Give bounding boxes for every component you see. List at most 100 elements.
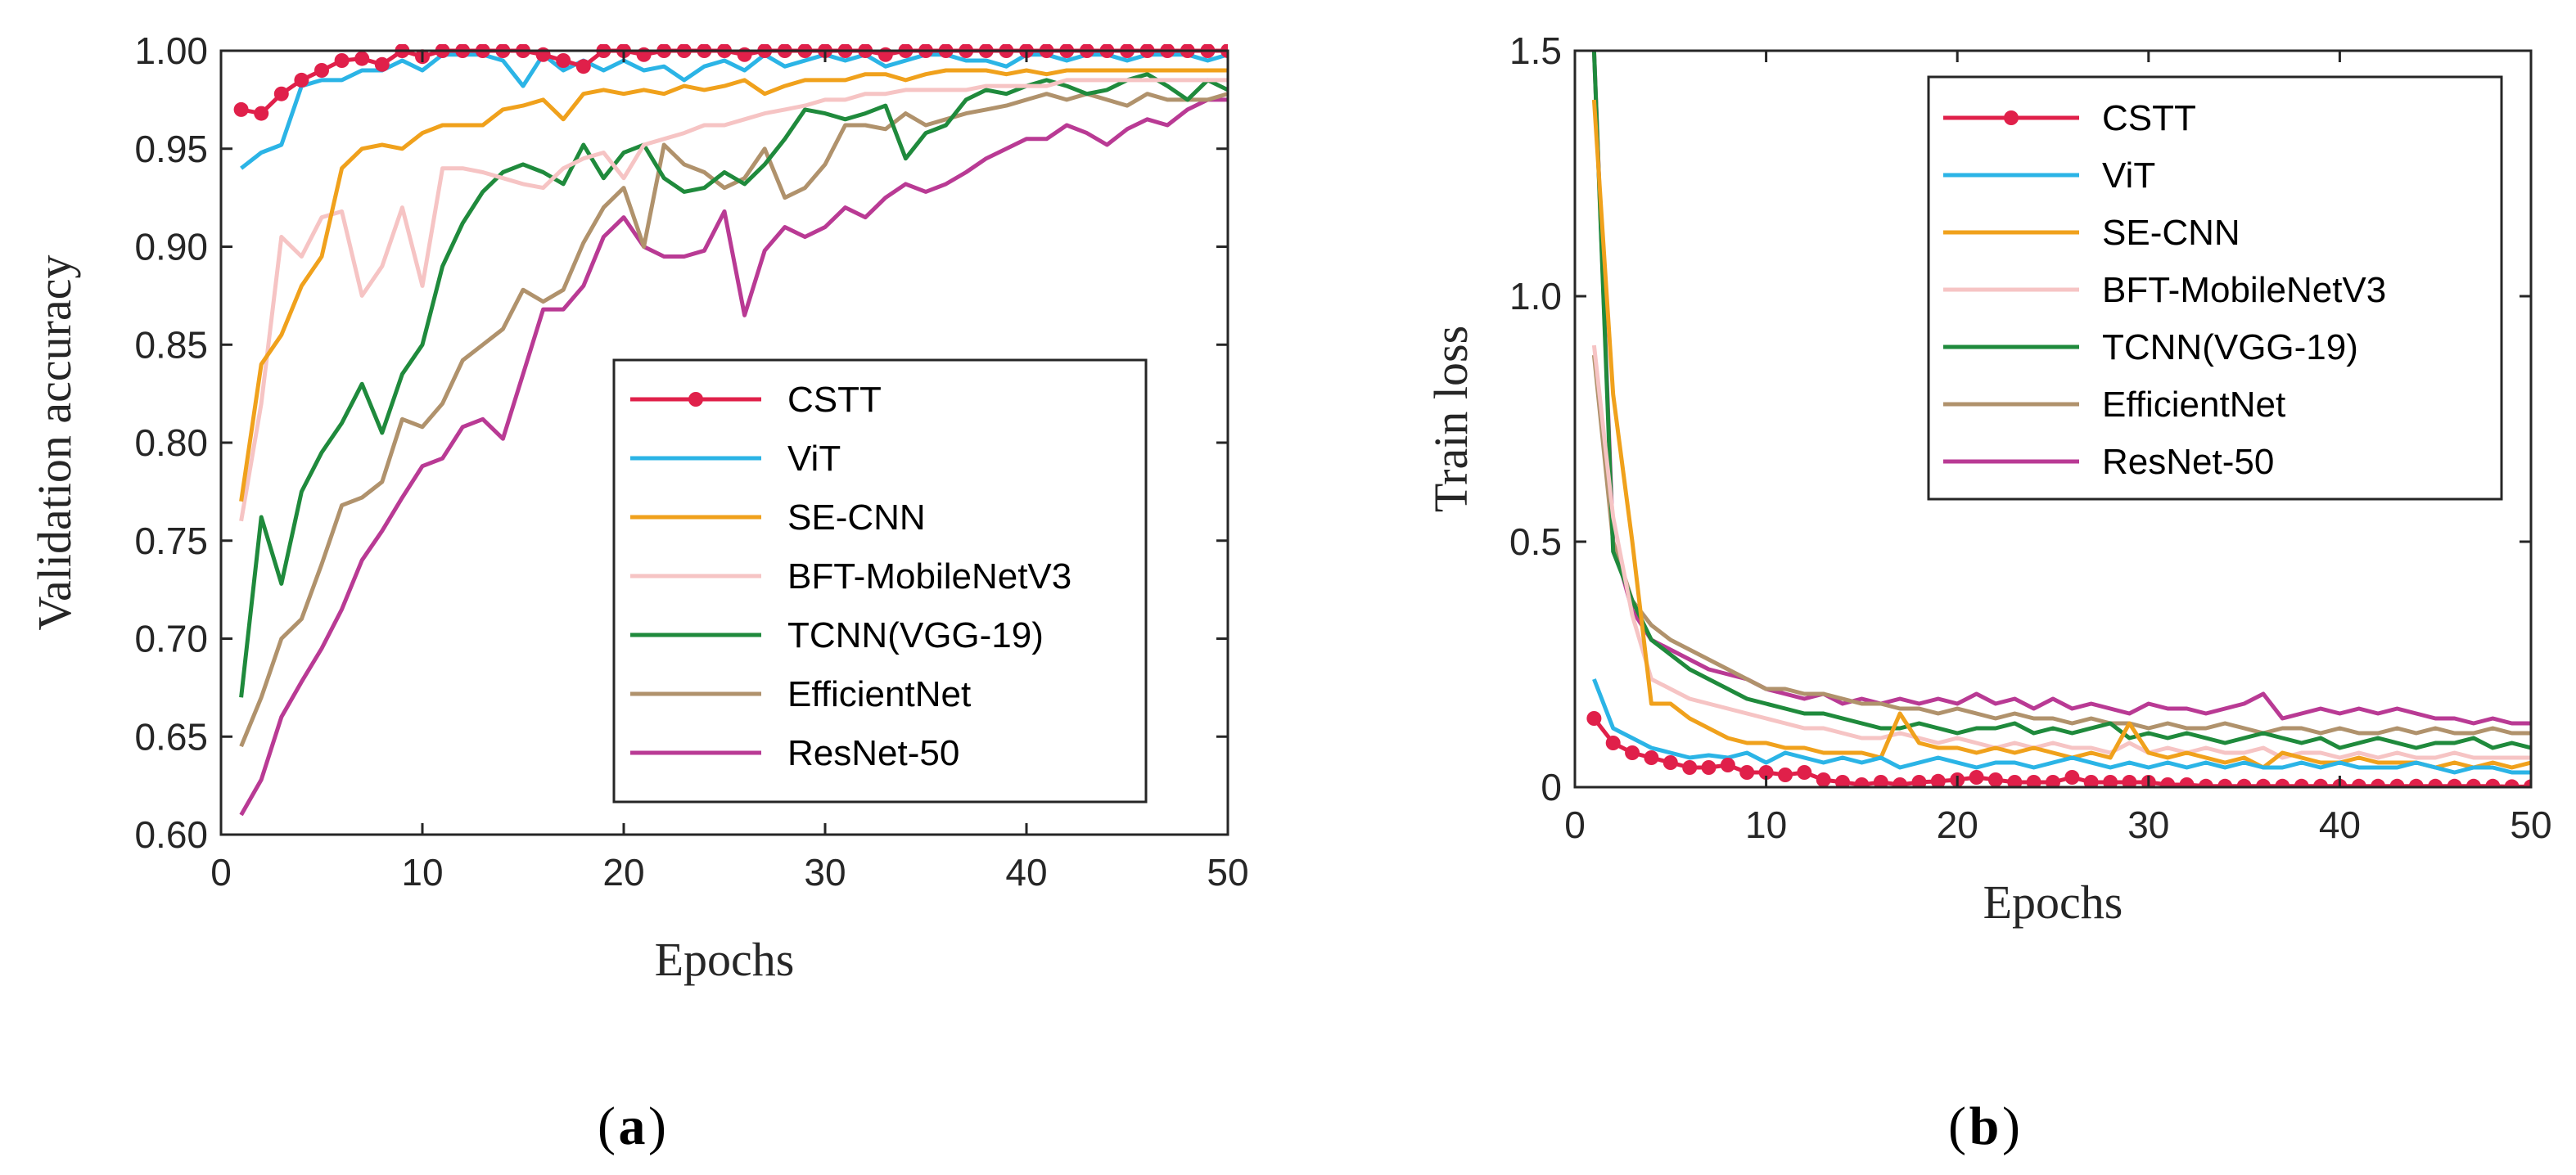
panel-b-point-cstt [2351,778,2366,787]
panel-a-point-cstt [575,59,591,74]
panel-b-point-cstt [1930,773,1946,787]
panel-a-point-cstt [294,72,309,88]
panel-a-y-tick-label: 0.75 [134,520,208,562]
panel-b-line-efficientnet [1591,354,2531,736]
panel-a-legend-label: ViT [787,439,841,479]
panel-a-point-cstt [374,56,390,72]
panel-b-point-cstt [1969,770,1984,785]
panel-a-y-tick-label: 0.95 [134,128,208,170]
panel-b-point-cstt [1720,758,1735,772]
panel-b-point-cstt [1625,745,1640,760]
panel-b-point-cstt [2160,777,2176,787]
panel-a-legend-label: EfficientNet [787,674,971,714]
panel-b-point-cstt [2217,778,2233,787]
panel-b-legend-label: BFT-MobileNetV3 [2102,270,2386,310]
svg-text:(: ( [1948,1096,1966,1156]
panel-b-point-cstt [2083,775,2099,787]
panel-b-point-cstt [1586,711,1602,726]
panel-b-x-tick-label: 10 [1745,804,1787,846]
panel-b-x-axis-label: Epochs [1983,876,2123,929]
panel-a-legend-label: CSTT [787,380,882,420]
panel-b-legend-item-se-cnn: SE-CNN [1943,213,2240,253]
panel-b-point-cstt [1854,777,1870,787]
panel-b-series-group [1586,50,2531,787]
panel-a-x-tick-label: 30 [804,851,846,894]
panel-b-point-cstt [2103,775,2118,787]
panel-b-point-cstt [1701,760,1717,775]
panel-b-legend-item-efficientnet: EfficientNet [1943,385,2285,425]
panel-b-plot-frame [1573,49,2533,789]
panel-b-legend: CSTT ViT SE-CNN BFT-MobileNetV3 TCNN(VGG-19)… [1927,75,2503,501]
panel-b-axis-ticks: 0 10 20 30 40 50 0 0.5 1.0 1.5 [1509,29,2552,846]
panel-b-legend-label: EfficientNet [2102,385,2285,425]
panel-a-y-axis-label: Validation accuracy [28,255,81,631]
panel-b-point-cstt [2026,775,2041,787]
panel-b-point-cstt [1605,736,1621,750]
panel-b-point-cstt [2046,775,2060,787]
panel-b-series-se-cnn [1591,99,2531,770]
panel-b-line-vit [1592,678,2531,775]
panel-a-point-cstt [354,51,370,66]
panel-a-legend-item-vit: ViT [630,439,841,479]
panel-a-legend-item-resnet-50: ResNet-50 [630,733,959,773]
panel-a-x-axis-label: Epochs [655,933,795,986]
panel-b-point-cstt [1987,772,2003,787]
panel-a-line-efficientnet [239,92,1228,748]
panel-b-point-cstt [2179,777,2195,787]
panel-b-point-cstt [2275,778,2290,787]
panel-b-legend-label: CSTT [2102,98,2196,138]
panel-b-point-cstt [1835,775,1850,787]
panel-b-legend-label: TCNN(VGG-19) [2102,327,2358,367]
panel-b-series-vit [1592,678,2531,775]
panel-a-legend-box [612,358,1148,804]
panel-b-point-cstt [2428,778,2443,787]
panel-a-legend-marker [688,392,703,407]
panel-b-point-cstt [2294,778,2309,787]
panel-b-point-cstt [1662,755,1678,770]
panel-b-y-tick-label: 0 [1541,766,1562,808]
panel-b-legend-item-tcnn-vgg-19: TCNN(VGG-19) [1943,327,2358,367]
panel-a-line-se-cnn [239,68,1228,502]
panel-b-legend-item-bft-mobilenetv3: BFT-MobileNetV3 [1943,270,2386,310]
panel-a-legend-item-se-cnn: SE-CNN [630,497,926,538]
panel-a-legend-label: TCNN(VGG-19) [787,615,1044,655]
panel-b-point-cstt [2371,778,2386,787]
panel-a-series-bft-mobilenetv3 [239,78,1228,522]
panel-a-validation-accuracy-chart: 0 10 20 30 40 50 0.60 0.65 0.70 0.75 0.80 0.85 0.90 0… [28,29,1249,986]
panel-b-point-cstt [1758,765,1774,780]
panel-a-line-tcnn-vgg-19 [239,72,1228,698]
panel-a-point-cstt [254,106,269,121]
panel-b-y-tick-label: 1.5 [1509,29,1562,72]
panel-a-caption: ( a ) [598,1096,666,1156]
panel-a-axis-ticks: 0 10 20 30 40 50 0.60 0.65 0.70 0.75 0.80 0.85 0.90 0… [134,29,1248,894]
panel-a-x-tick-label: 0 [210,851,232,894]
panel-b-legend-item-vit: ViT [1943,155,2155,196]
panel-b-point-cstt [2389,778,2405,787]
panel-b-point-cstt [2504,779,2520,787]
panel-b-point-cstt [2256,778,2271,787]
panel-a-series-tcnn-vgg-19 [239,72,1228,698]
panel-b-point-cstt [2007,775,2023,787]
panel-b-y-tick-label: 1.0 [1509,275,1562,317]
panel-b-point-cstt [1893,777,1908,787]
panel-b-legend-marker [2004,110,2019,125]
panel-a-series-resnet-50 [239,97,1228,817]
panel-a-point-cstt [556,53,571,68]
panel-a-legend-label: ResNet-50 [787,733,959,773]
panel-b-x-tick-label: 20 [1937,804,1978,846]
panel-b-x-tick-label: 0 [1564,804,1586,846]
panel-b-x-tick-label: 40 [2319,804,2361,846]
panel-a-line-vit [240,52,1228,170]
panel-a-series-group [233,44,1228,817]
panel-b-point-cstt [2447,778,2462,787]
panel-b-y-tick-label: 0.5 [1509,520,1562,563]
panel-b-series-efficientnet [1591,354,2531,736]
panel-b-point-cstt [2524,779,2531,787]
panel-b-point-cstt [2122,775,2137,787]
panel-a-line-bft-mobilenetv3 [239,78,1228,522]
panel-b-x-tick-label: 50 [2510,804,2551,846]
panel-b-point-cstt [1816,772,1831,787]
panel-a-legend-label: SE-CNN [787,497,926,538]
